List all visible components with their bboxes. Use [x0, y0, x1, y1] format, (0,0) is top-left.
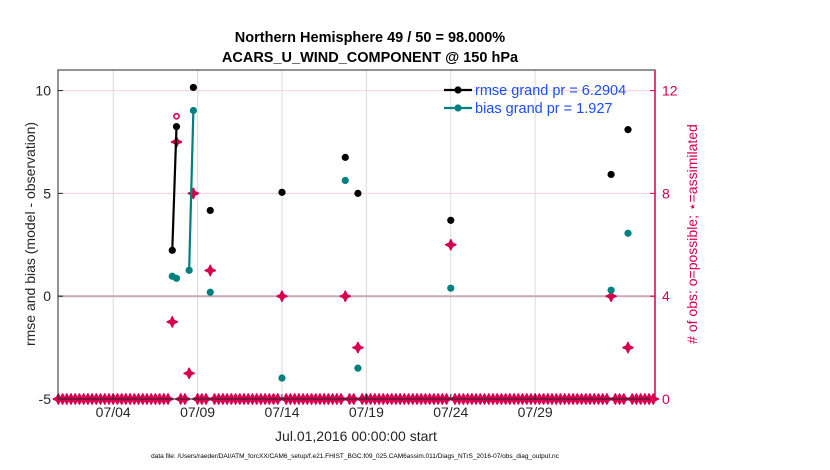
- series-1-point: [624, 229, 632, 237]
- marks: [52, 83, 660, 405]
- obs-assimilated-marker: [622, 341, 634, 354]
- y-tick-label: -5: [39, 391, 52, 407]
- series-0-point: [172, 122, 181, 131]
- series-0-point: [189, 83, 197, 92]
- y-axis-label-right: # of obs: o=possible; ⋆=assimilated: [684, 124, 700, 344]
- grid: [58, 70, 655, 399]
- series-0-point: [278, 188, 286, 196]
- obs-assimilated-marker: [276, 290, 288, 302]
- obs-assimilated-marker: [183, 367, 195, 380]
- legend-marker-1: [454, 104, 462, 112]
- legend-label-0: rmse grand pr = 6.2904: [475, 83, 626, 99]
- obs-assimilated-marker: [339, 290, 352, 302]
- chart-title-line1: Northern Hemisphere 49 / 50 = 98.000%: [235, 30, 506, 46]
- x-tick-label: 07/29: [518, 404, 553, 420]
- legend-marker-0: [454, 86, 462, 94]
- obs-assimilated-marker: [166, 316, 179, 328]
- series-1-point: [354, 364, 362, 372]
- series-1-point: [206, 288, 214, 296]
- series-1-point: [607, 286, 615, 294]
- series-0-point: [624, 126, 632, 134]
- x-tick-label: 07/09: [180, 404, 215, 420]
- y-tick-label-right: 8: [662, 185, 670, 201]
- series-1-point: [341, 176, 349, 185]
- series-0-point: [206, 206, 214, 215]
- legend-label-1: bias grand pr = 1.927: [475, 101, 612, 117]
- series-0-point: [447, 216, 455, 224]
- x-tick-label: 07/14: [264, 404, 299, 420]
- obs-assimilated-marker: [204, 264, 217, 277]
- y-tick-label: 0: [43, 288, 51, 304]
- legend: rmse grand pr = 6.2904 bias grand pr = 1.…: [444, 83, 626, 117]
- y-tick-label-right: 0: [662, 391, 670, 407]
- y-tick-label-right: 12: [662, 83, 678, 99]
- obs-assimilated-marker: [187, 187, 200, 200]
- x-axis-label: Jul.01,2016 00:00:00 start: [275, 428, 437, 444]
- x-tick-label: 07/19: [349, 404, 384, 420]
- series-0-point: [168, 246, 176, 254]
- y-tick-label: 5: [43, 185, 51, 201]
- series-1-point: [172, 274, 181, 282]
- y-tick-label: 10: [35, 83, 51, 99]
- obs-assimilated-marker: [444, 238, 457, 251]
- footer-data-file: data file: /Users/raeder/DAI/ATM_forcXX/…: [151, 453, 560, 460]
- obs-assimilated-marker: [605, 290, 617, 302]
- series-0-point: [341, 153, 349, 161]
- series-0-segment: [171, 126, 178, 251]
- chart-title-line2: ACARS_U_WIND_COMPONENT @ 150 hPa: [222, 50, 519, 66]
- axes: 07/04 07/09 07/14 07/19 07/24 07/29 -5 0 5 10 0 4 8 1…: [35, 69, 678, 420]
- x-tick-label: 07/24: [433, 404, 468, 420]
- series-1-point: [185, 266, 193, 274]
- series-1-segment: [188, 110, 195, 271]
- series-1-point: [189, 106, 197, 115]
- obs-assimilated-marker: [352, 341, 364, 354]
- y-tick-label-right: 4: [662, 288, 670, 304]
- series-1-point: [447, 284, 455, 292]
- series-0-point: [607, 170, 615, 179]
- series-1-point: [278, 374, 286, 382]
- x-tick-label: 07/04: [96, 404, 131, 420]
- obs-possible-marker: [173, 112, 180, 120]
- series-0-point: [354, 189, 362, 197]
- y-axis-label: rmse and bias (model - observation): [22, 122, 38, 346]
